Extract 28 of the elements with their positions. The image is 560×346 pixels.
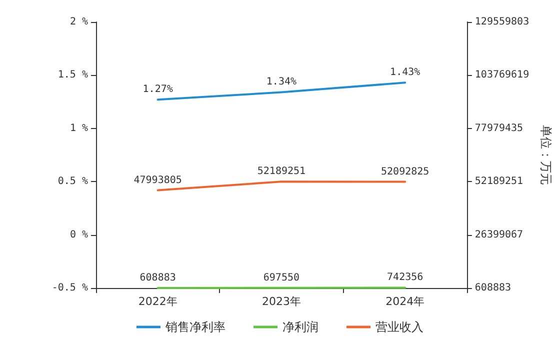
legend-label: 销售净利率 bbox=[164, 320, 226, 334]
y-tick-label: 0 % bbox=[70, 229, 88, 240]
data-label: 1.27% bbox=[142, 84, 173, 96]
x-tick-label: 2024年 bbox=[386, 295, 425, 308]
y2-tick-label: 129559803 bbox=[474, 16, 530, 28]
y2-axis-title: 单位：万元 bbox=[539, 125, 553, 185]
data-label: 52092825 bbox=[381, 166, 430, 178]
y2-tick-label: 608883 bbox=[474, 282, 512, 294]
data-label: 742356 bbox=[387, 272, 424, 284]
y-tick-label: 1.5 % bbox=[58, 70, 88, 81]
y2-tick-label: 77979435 bbox=[474, 122, 524, 134]
y-tick-label: 1 % bbox=[70, 122, 88, 134]
data-label: 47993805 bbox=[134, 174, 182, 186]
y-tick-label: 0.5 % bbox=[58, 176, 88, 188]
y2-tick-label: 26399067 bbox=[474, 229, 524, 240]
data-label: 697550 bbox=[263, 272, 300, 284]
data-label: 608883 bbox=[140, 272, 176, 284]
data-label: 1.34% bbox=[266, 76, 297, 88]
data-label: 1.43% bbox=[390, 67, 420, 78]
x-tick-label: 2022年 bbox=[138, 295, 178, 308]
y2-tick-label: 52189251 bbox=[474, 176, 524, 188]
y2-tick-label: 103769619 bbox=[474, 70, 530, 81]
data-label: 52189251 bbox=[257, 166, 306, 178]
x-tick-label: 2023年 bbox=[262, 295, 301, 308]
y-tick-label: -0.5 % bbox=[52, 282, 88, 294]
legend-label: 营业收入 bbox=[376, 320, 424, 334]
y-tick-label: 2 % bbox=[70, 16, 88, 28]
legend-label: 净利润 bbox=[282, 320, 318, 334]
